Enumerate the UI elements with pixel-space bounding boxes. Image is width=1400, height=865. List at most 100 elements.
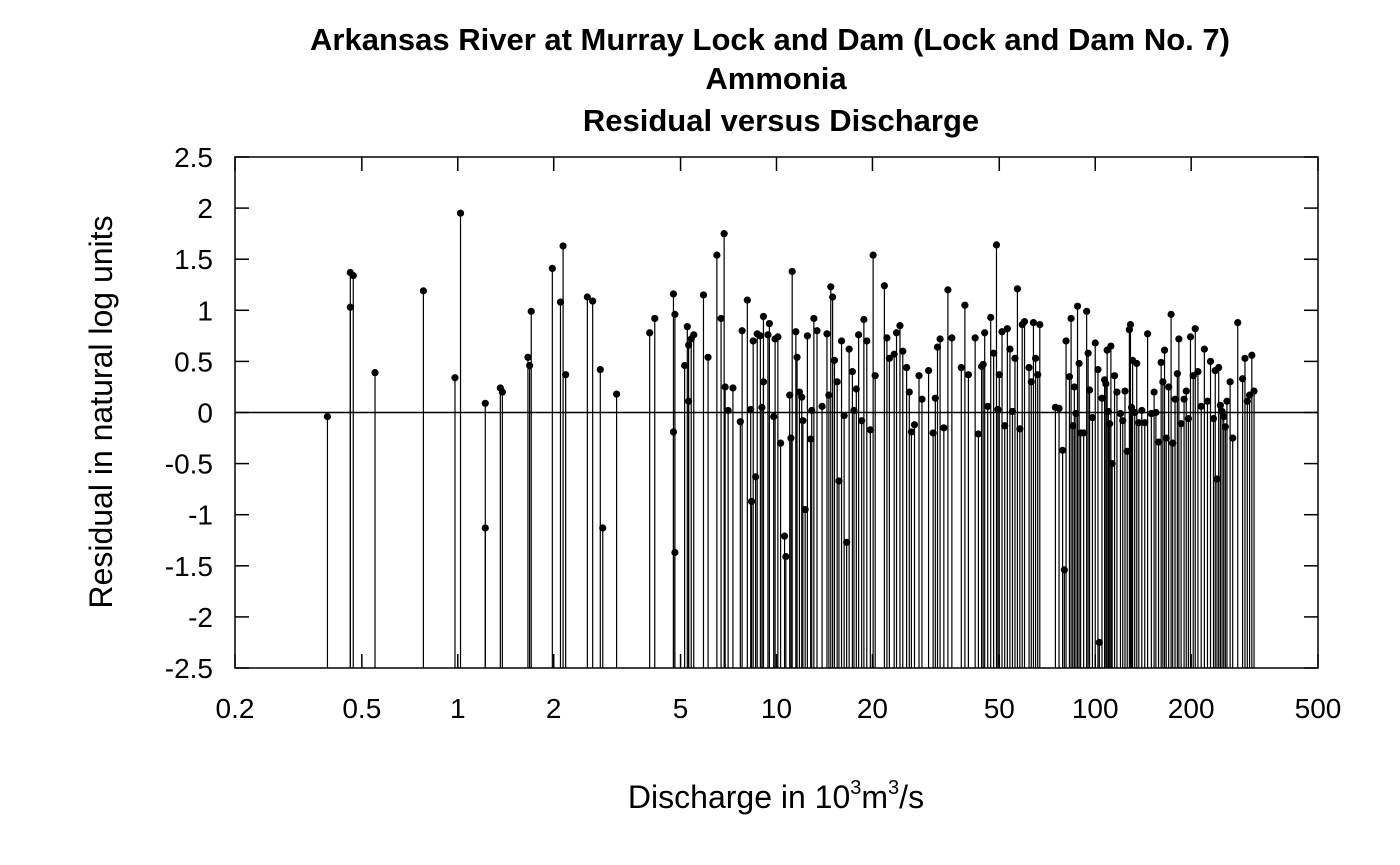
data-point [1184, 415, 1192, 423]
data-point [419, 287, 427, 295]
data-point [827, 283, 835, 291]
data-point [915, 372, 923, 380]
data-point [964, 371, 972, 379]
data-point [840, 411, 848, 420]
data-point [995, 371, 1003, 379]
data-point [646, 329, 654, 337]
data-point [981, 329, 989, 337]
data-point [1133, 359, 1141, 368]
data-point [720, 230, 728, 238]
data-point [944, 286, 952, 294]
data-point [1098, 394, 1106, 402]
data-point [835, 477, 843, 485]
data-point [1058, 446, 1067, 454]
data-point [1072, 409, 1080, 418]
data-point [685, 397, 693, 405]
data-point [1062, 337, 1070, 345]
data-point [845, 345, 853, 353]
data-point [1031, 354, 1040, 362]
data-point [759, 312, 768, 321]
data-point [1070, 383, 1078, 391]
data-point [747, 497, 756, 506]
data-point [1213, 475, 1221, 483]
data-point [371, 369, 379, 377]
data-point [803, 332, 811, 340]
data-point [1215, 363, 1223, 372]
data-point [860, 315, 868, 324]
data-point [994, 405, 1002, 414]
data-point [780, 532, 789, 540]
data-point [1094, 365, 1102, 374]
data-point [1001, 422, 1009, 430]
x-tick-label: 200 [1168, 693, 1215, 724]
data-point [683, 323, 691, 331]
x-tick-label: 100 [1072, 693, 1119, 724]
data-point [992, 241, 1001, 249]
data-point [896, 322, 904, 330]
x-tick-label: 500 [1295, 693, 1342, 724]
data-point [765, 319, 774, 328]
data-point [749, 337, 757, 345]
data-point [690, 331, 698, 339]
x-tick-label: 1 [450, 693, 466, 724]
data-point [599, 524, 607, 532]
x-tick-label: 20 [857, 693, 888, 724]
data-point [451, 374, 459, 382]
data-point [1106, 420, 1114, 428]
y-tick-label: 2.5 [174, 142, 213, 173]
data-point [525, 361, 534, 370]
data-point [787, 434, 795, 442]
data-point [1138, 406, 1146, 415]
data-point [456, 209, 465, 217]
y-tick-label: -1 [188, 500, 213, 531]
data-point [1020, 317, 1029, 326]
data-point [1095, 638, 1103, 647]
data-points [323, 209, 1258, 647]
data-point [1060, 566, 1068, 574]
data-point [1243, 397, 1251, 405]
data-point [651, 314, 659, 323]
data-point [724, 406, 732, 415]
data-point [1169, 439, 1177, 447]
data-point [721, 383, 729, 391]
data-point [323, 412, 332, 421]
data-point [907, 428, 915, 436]
data-point [1234, 318, 1242, 327]
data-point [1152, 408, 1160, 417]
data-point [1084, 349, 1092, 357]
x-axis-title-sup-2: 3 [888, 777, 899, 799]
data-point [869, 251, 877, 259]
data-point [957, 363, 965, 372]
data-point [833, 378, 841, 386]
data-point [1175, 335, 1183, 343]
y-tick-label: 1 [197, 295, 213, 326]
data-point [1159, 378, 1167, 386]
data-point [747, 405, 755, 414]
data-point [1221, 423, 1229, 431]
data-point [562, 371, 570, 379]
data-point [1197, 402, 1205, 410]
y-tick-label: -2.5 [165, 653, 213, 684]
data-point [1008, 407, 1017, 416]
data-point [752, 473, 760, 481]
data-point [1220, 412, 1228, 421]
data-point [1119, 417, 1127, 425]
data-point [984, 402, 992, 410]
data-point [940, 424, 948, 432]
data-point [924, 366, 933, 375]
data-point [863, 337, 871, 345]
data-point [527, 307, 535, 315]
x-tick-label: 0.2 [216, 693, 255, 724]
data-point [1200, 345, 1208, 353]
data-point [1144, 330, 1152, 338]
data-point [1171, 395, 1179, 403]
data-point [1182, 387, 1190, 395]
data-point [548, 264, 556, 272]
data-point [764, 331, 772, 339]
data-point [782, 553, 790, 561]
chart-title-line-1: Arkansas River at Murray Lock and Dam (L… [310, 22, 1230, 57]
y-tick-label: 1.5 [174, 244, 213, 275]
data-point [743, 296, 751, 304]
data-point [974, 430, 983, 438]
